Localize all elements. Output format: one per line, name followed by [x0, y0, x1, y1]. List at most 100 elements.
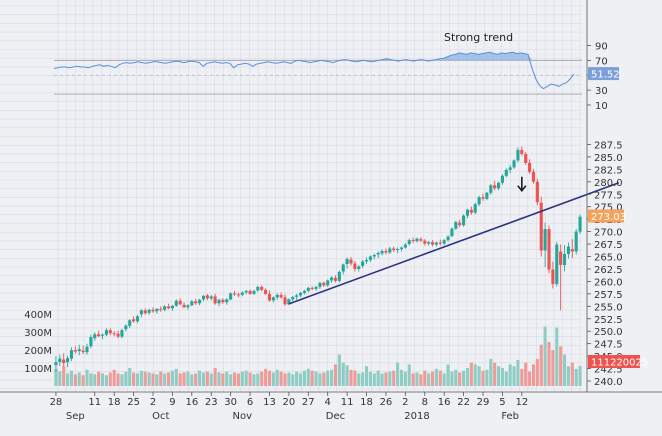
- volume-bar: [198, 370, 202, 386]
- volume-bar: [566, 366, 570, 386]
- volume-bar: [524, 362, 528, 386]
- oscillator-tick-label: 70: [595, 56, 608, 67]
- volume-bar: [388, 371, 392, 386]
- volume-bar: [411, 373, 415, 386]
- volume-tick-label: 400M: [24, 310, 52, 321]
- candle-body: [73, 350, 77, 352]
- candle-body: [236, 294, 240, 296]
- volume-bar: [264, 368, 268, 386]
- x-day-label: 9: [169, 397, 175, 408]
- volume-bar: [271, 372, 275, 386]
- volume-bar: [462, 370, 466, 386]
- volume-bar: [427, 373, 431, 386]
- oscillator-tick-label: 90: [595, 41, 608, 52]
- candle-body: [139, 310, 143, 315]
- candle-body: [209, 296, 213, 299]
- price-tick-label: 287.5: [594, 140, 623, 151]
- last-price-tag-background: [588, 209, 624, 223]
- candle-body: [392, 248, 396, 250]
- volume-bar: [166, 372, 171, 386]
- candle-body: [330, 277, 334, 281]
- candle-body: [520, 149, 524, 154]
- volume-bar: [578, 366, 582, 386]
- candle-body: [500, 175, 504, 183]
- volume-bar: [458, 372, 462, 386]
- candle-body: [465, 209, 470, 216]
- candle-body: [279, 294, 283, 298]
- candle-body: [364, 260, 369, 262]
- candle-body: [454, 222, 458, 229]
- volume-bar: [128, 368, 132, 386]
- candle-body: [403, 244, 407, 248]
- price-tick-label: 282.5: [594, 165, 623, 176]
- volume-bar: [496, 366, 501, 386]
- candle-body: [116, 333, 120, 337]
- candle-body: [287, 299, 291, 305]
- candle-body: [100, 334, 105, 336]
- candle-body: [69, 350, 74, 359]
- volume-bar: [399, 369, 404, 386]
- candle-body: [524, 153, 528, 163]
- x-day-label: 5: [499, 397, 505, 408]
- candle-body: [322, 282, 326, 286]
- volume-bar: [170, 370, 174, 386]
- candle-body: [89, 337, 93, 347]
- candle-body: [198, 299, 202, 304]
- volume-bar: [267, 370, 272, 386]
- candle-body: [275, 294, 279, 298]
- volume-tick-label: 200M: [24, 346, 52, 357]
- candle-body: [163, 306, 167, 310]
- volume-bar: [120, 374, 124, 386]
- candle-body: [147, 309, 151, 313]
- price-panel: [54, 146, 620, 373]
- volume-bar: [205, 371, 209, 386]
- volume-bar: [240, 371, 244, 386]
- volume-bar: [100, 373, 105, 386]
- candle-body: [345, 259, 349, 264]
- candle-body: [252, 290, 256, 294]
- price-tick-label: 242.5: [594, 365, 623, 376]
- volume-bar: [357, 373, 361, 386]
- candle-body: [361, 261, 365, 266]
- candle-body: [438, 242, 442, 244]
- volume-bar: [314, 371, 318, 386]
- volume-bar: [547, 341, 551, 386]
- price-tick-label: 240.0: [594, 377, 623, 388]
- x-day-label: 11: [88, 397, 101, 408]
- candle-body: [496, 182, 501, 189]
- candle-body: [434, 242, 438, 245]
- x-day-label: 16: [185, 397, 198, 408]
- volume-bar: [89, 373, 93, 386]
- x-day-label: 8: [422, 397, 428, 408]
- volume-bar: [132, 372, 136, 386]
- volume-bar: [155, 374, 159, 386]
- candle-body: [528, 162, 532, 172]
- candle-body: [178, 300, 182, 305]
- x-day-label: 6: [247, 397, 253, 408]
- volume-bar: [353, 370, 357, 386]
- volume-bar: [108, 372, 112, 386]
- candle-body: [151, 309, 155, 312]
- candle-body: [473, 204, 477, 213]
- volume-bar: [112, 369, 116, 386]
- candle-body: [423, 240, 427, 244]
- price-tick-label: 260.0: [594, 277, 623, 288]
- x-month-label: 2018: [404, 411, 429, 422]
- price-tick-label: 267.5: [594, 240, 623, 251]
- candle-body: [54, 362, 58, 366]
- volume-bar: [450, 371, 454, 386]
- x-day-label: 2: [402, 397, 408, 408]
- candle-body: [535, 181, 539, 203]
- x-month-label: Feb: [501, 411, 519, 422]
- candle-body: [539, 202, 543, 251]
- volume-bar: [520, 368, 524, 386]
- candle-body: [225, 299, 229, 303]
- volume-bar: [574, 368, 578, 386]
- candle-body: [349, 259, 353, 264]
- oscillator-line: [53, 51, 575, 90]
- candle-body: [283, 297, 287, 305]
- candle-body: [174, 300, 178, 306]
- price-tick-label: 247.5: [594, 340, 623, 351]
- volume-bar: [477, 366, 481, 386]
- volume-bar: [376, 370, 380, 386]
